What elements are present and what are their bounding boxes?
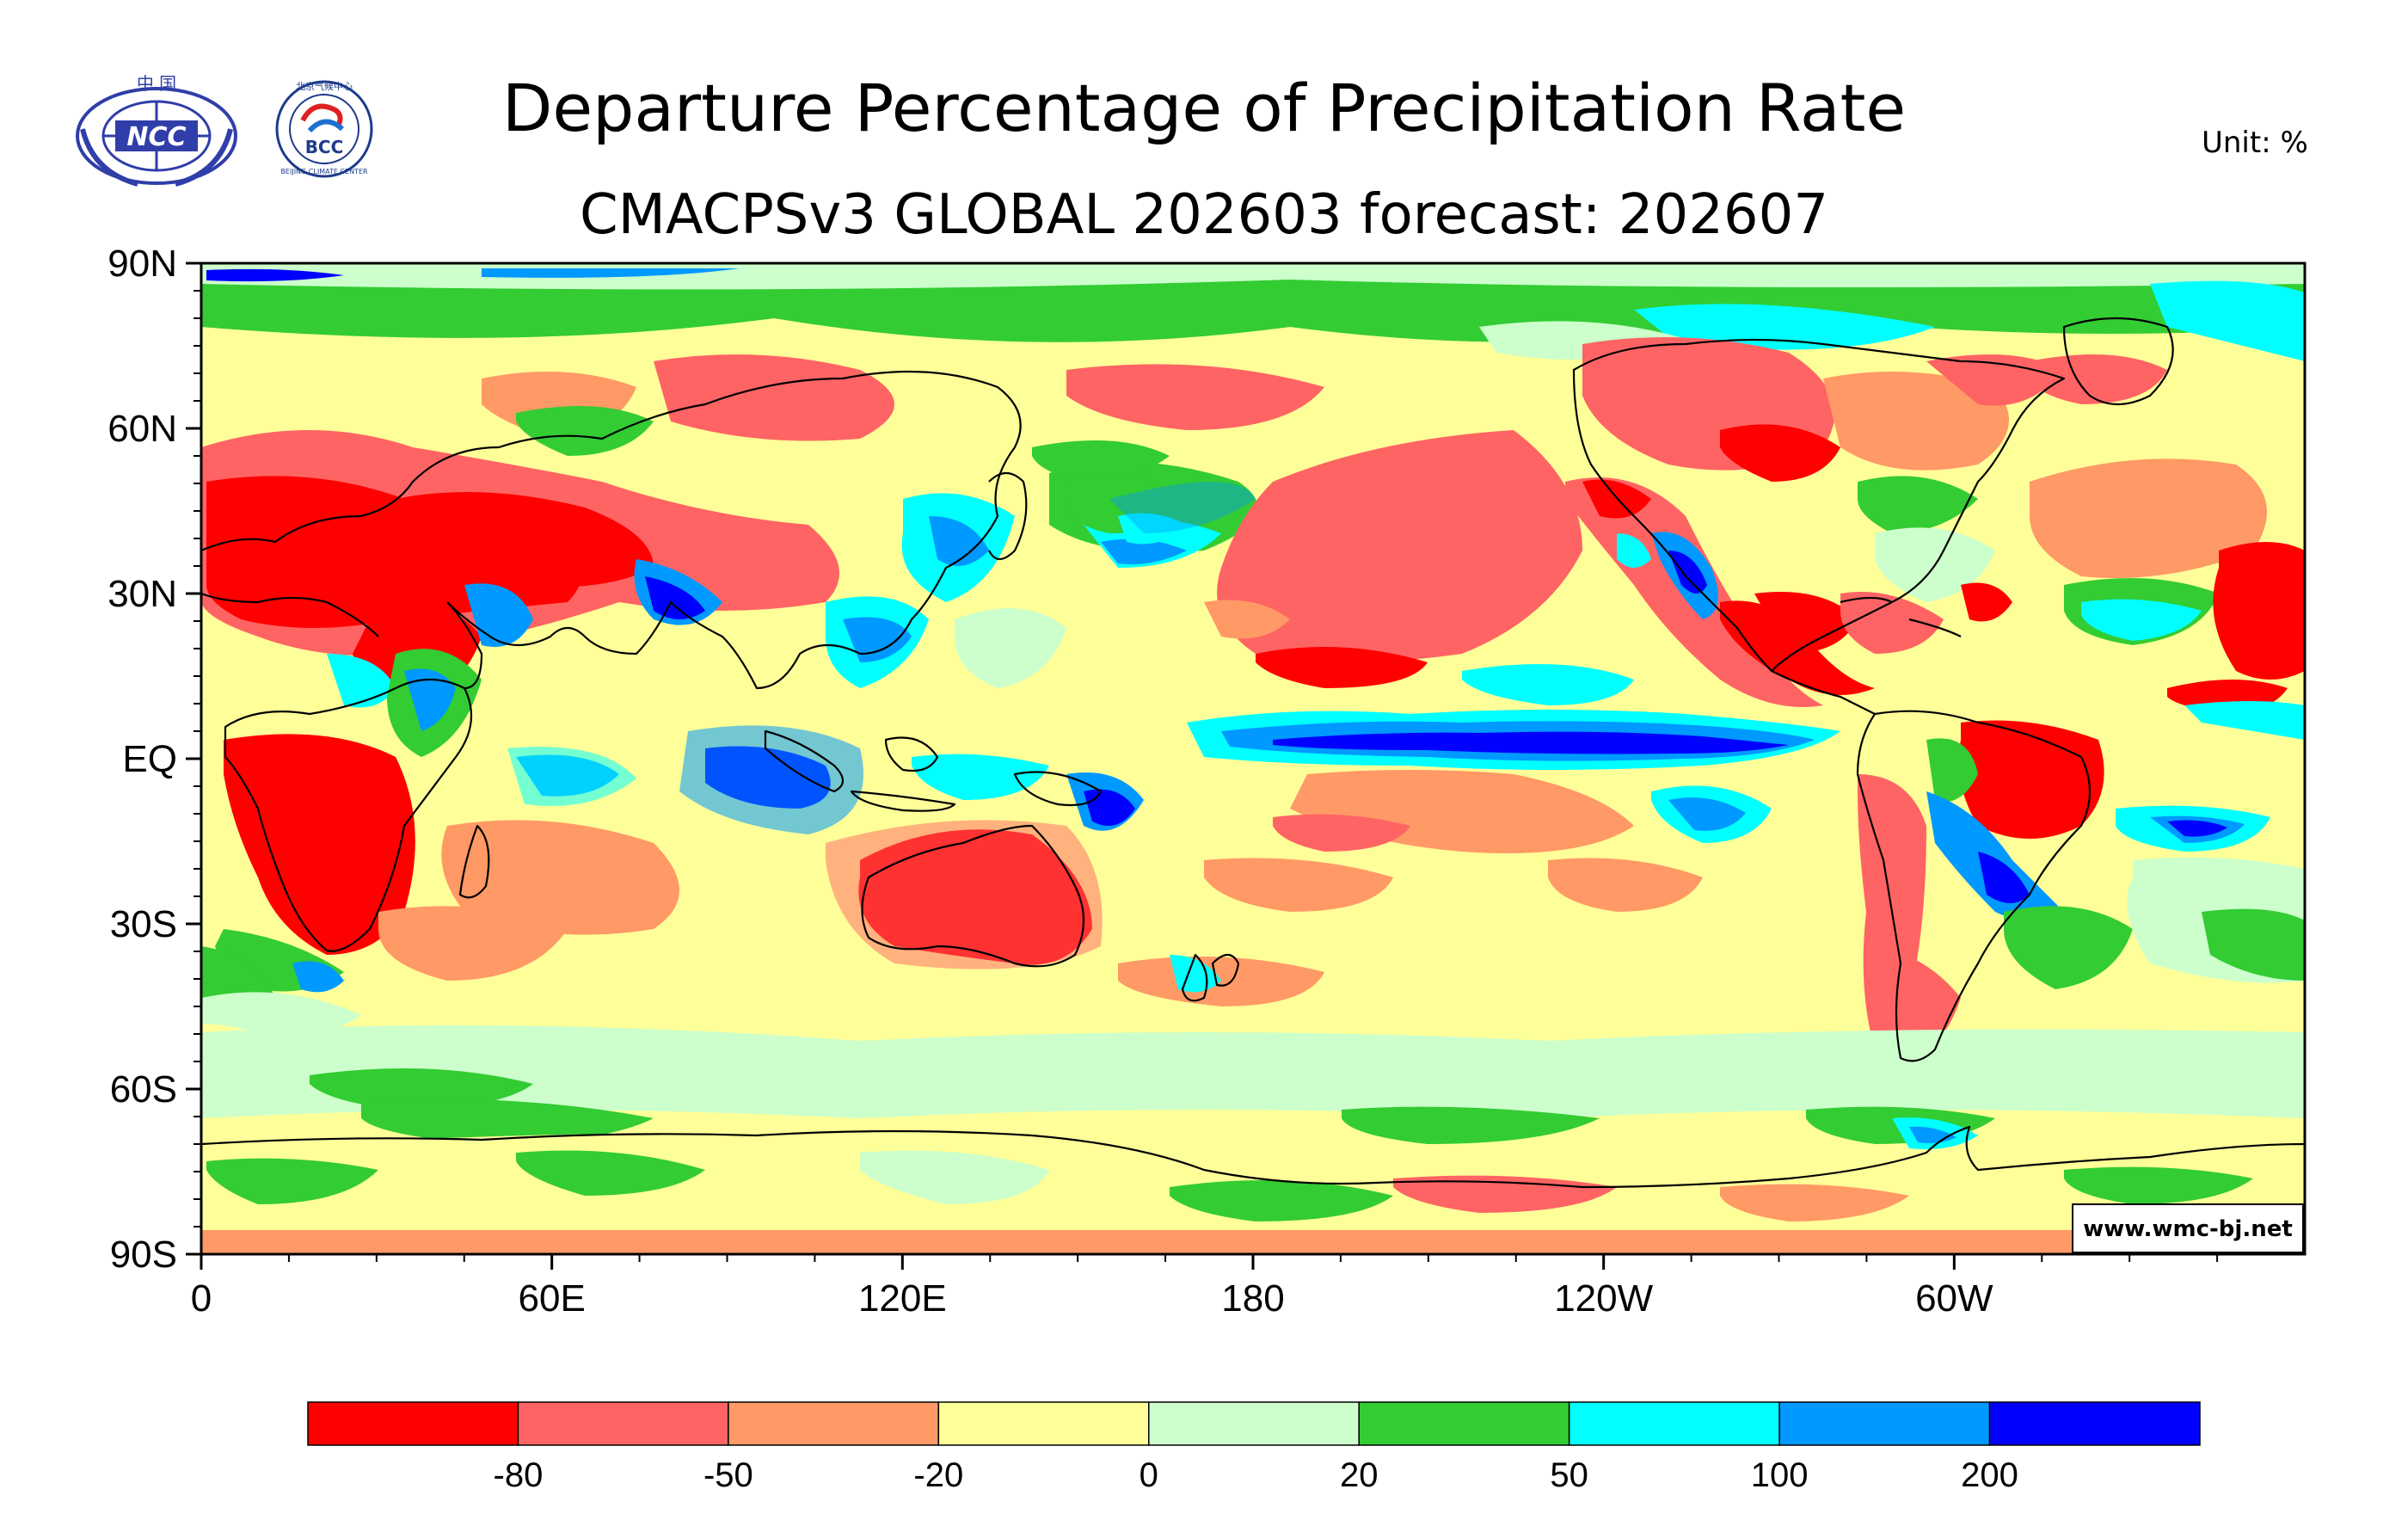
lon-tick-label: 180	[1221, 1277, 1284, 1320]
lon-tick-label: 60E	[519, 1277, 586, 1320]
legend-tick-label: 200	[1961, 1456, 2018, 1494]
legend-swatch	[1148, 1401, 1360, 1446]
lat-tick-label: 90S	[110, 1234, 177, 1276]
bcc-logo: BCC 北京气候中心 BEIJING CLIMATE CENTER	[275, 80, 373, 178]
precipitation-map	[201, 263, 2305, 1254]
legend-tick-label: 50	[1550, 1456, 1588, 1494]
color-legend: -80 -50 -20 0 20 50 100 200	[307, 1401, 2201, 1494]
bcc-logo-emblem: BCC	[305, 137, 344, 157]
lon-tick-label: 60W	[1915, 1277, 1993, 1320]
legend-swatch	[1358, 1401, 1570, 1446]
legend-swatch	[1568, 1401, 1780, 1446]
lon-tick-label: 120E	[858, 1277, 947, 1320]
map-title: Departure Percentage of Precipitation Ra…	[501, 70, 1907, 146]
watermark-text: www.wmc-bj.net	[2083, 1216, 2293, 1242]
lon-tick-label: 0	[191, 1277, 212, 1320]
unit-label: Unit: %	[2202, 126, 2308, 160]
bcc-logo-ring-text: BEIJING CLIMATE CENTER	[280, 168, 368, 175]
ncc-logo-top-text: 中 国	[137, 73, 176, 94]
bcc-logo-top-text: 北京气候中心	[296, 80, 353, 92]
legend-swatch	[517, 1401, 729, 1446]
legend-tick-label: 20	[1340, 1456, 1379, 1494]
ncc-logo: NCC 中 国	[76, 73, 237, 187]
map-subtitle: CMACPSv3 GLOBAL 202603 forecast: 202607	[579, 183, 1829, 247]
legend-tick-label: -80	[494, 1456, 544, 1494]
lat-tick-label: 30N	[108, 573, 177, 615]
lat-tick-label: 30S	[110, 903, 177, 945]
legend-swatch	[307, 1401, 519, 1446]
lon-tick-label: 120W	[1554, 1277, 1653, 1320]
longitude-axis: 0 60E 120E 180 120W 60W	[191, 1254, 2219, 1320]
lat-tick-label: EQ	[122, 738, 177, 780]
watermark-box: www.wmc-bj.net	[2072, 1203, 2304, 1253]
legend-swatch	[937, 1401, 1150, 1446]
lat-tick-label: 60S	[110, 1068, 177, 1111]
lat-tick-label: 60N	[108, 408, 177, 450]
legend-swatch	[728, 1401, 940, 1446]
legend-tick-label: 0	[1140, 1456, 1158, 1494]
ncc-logo-emblem: NCC	[126, 122, 186, 152]
latitude-axis: 90N 60N 30N EQ 30S 60S 90S	[108, 243, 201, 1276]
legend-tick-label: -20	[913, 1456, 963, 1494]
lat-tick-label: 90N	[108, 243, 177, 285]
legend-tick-label: -50	[703, 1456, 753, 1494]
legend-tick-label: 100	[1751, 1456, 1809, 1494]
legend-swatch	[1988, 1401, 2201, 1446]
legend-swatch	[1778, 1401, 1991, 1446]
